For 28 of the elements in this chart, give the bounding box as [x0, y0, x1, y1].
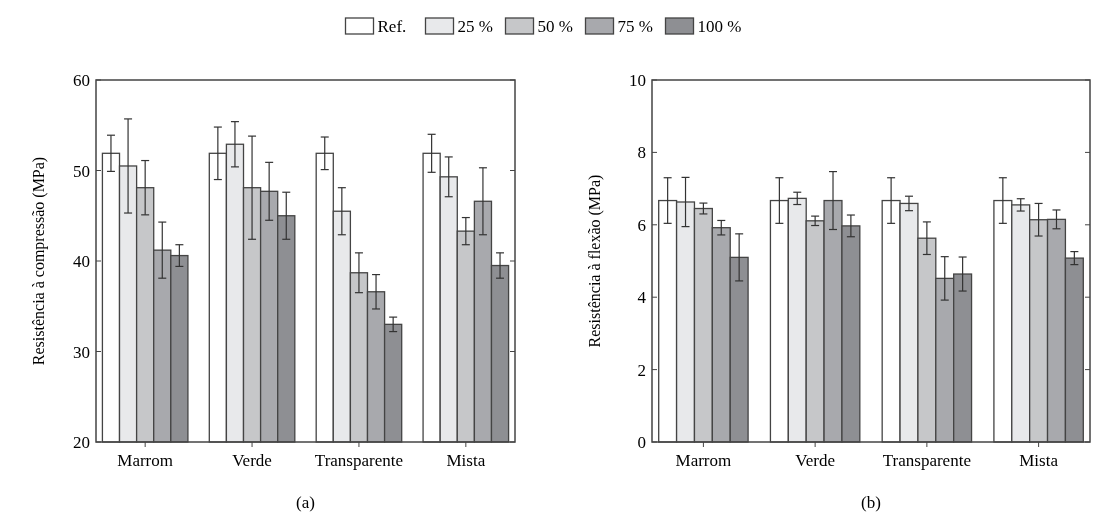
text: (a) [296, 493, 315, 512]
y-tick-label: 20 [73, 433, 90, 452]
y-tick-label: 30 [73, 342, 90, 362]
legend-label: 100 % [697, 17, 742, 36]
y-tick-label: 40 [73, 252, 90, 271]
x-tick-label: Transparente [882, 451, 971, 470]
x-tick-label: Verde [795, 451, 835, 470]
y-tick-label: 60 [73, 71, 90, 90]
y-tick-label: 50 [73, 161, 90, 181]
x-tick-label: Marrom [117, 451, 174, 470]
legend-label: 25 % [457, 17, 493, 36]
y-tick-label: 2 [637, 360, 646, 380]
x-tick-label: Mista [446, 451, 486, 470]
legend-label: 50 % [537, 17, 573, 36]
legend-label: 75 % [617, 17, 653, 36]
legend-label: Ref. [377, 17, 407, 36]
y-tick-label: 8 [637, 143, 646, 163]
x-tick-label: Transparente [314, 451, 404, 470]
y-tick-label: 0 [637, 433, 646, 452]
y-tick-label: 10 [629, 71, 646, 90]
y-tick-label: 6 [637, 215, 646, 235]
x-tick-label: Marrom [675, 451, 732, 470]
x-tick-label: Mista [1019, 451, 1059, 470]
y-tick-label: 4 [637, 288, 647, 308]
y-axis-title: Resistência à compressão (MPa) [30, 156, 48, 366]
x-tick-label: Verde [232, 451, 272, 470]
y-axis-title: Resistência à flexão (MPa) [586, 174, 604, 348]
text: (b) [861, 493, 881, 512]
